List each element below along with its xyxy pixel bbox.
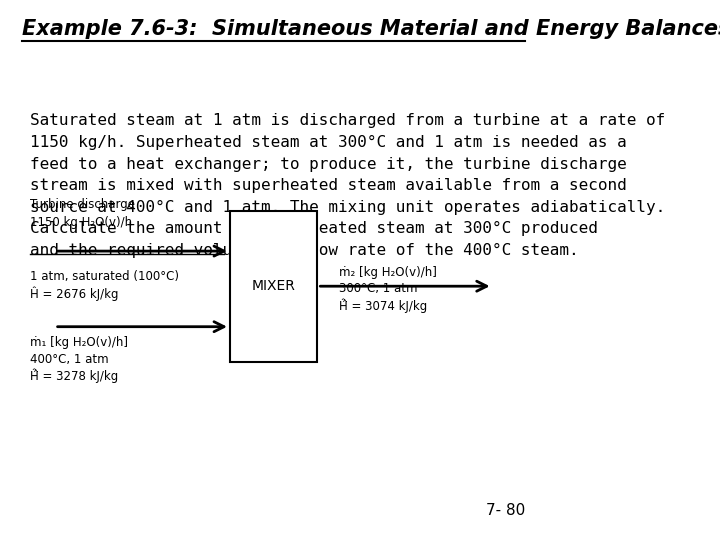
Text: MIXER: MIXER: [252, 279, 296, 293]
Text: 7- 80: 7- 80: [486, 503, 526, 518]
Text: Example 7.6-3:  Simultaneous Material and Energy Balances: Example 7.6-3: Simultaneous Material and…: [22, 19, 720, 39]
Text: Turbine discharge: Turbine discharge: [30, 198, 135, 211]
Text: Saturated steam at 1 atm is discharged from a turbine at a rate of
1150 kg/h. Su: Saturated steam at 1 atm is discharged f…: [30, 113, 665, 258]
Text: ṁ₁ [kg H₂O(v)/h]: ṁ₁ [kg H₂O(v)/h]: [30, 336, 128, 349]
Text: ṁ₂ [kg H₂O(v)/h]: ṁ₂ [kg H₂O(v)/h]: [339, 266, 437, 279]
Text: 400°C, 1 atm: 400°C, 1 atm: [30, 353, 109, 366]
Text: 1150 kg H₂O(v)/h: 1150 kg H₂O(v)/h: [30, 217, 132, 230]
Text: Ĥ = 2676 kJ/kg: Ĥ = 2676 kJ/kg: [30, 286, 119, 301]
Text: 300°C, 1 atm: 300°C, 1 atm: [339, 282, 418, 295]
Text: Ĥ̂ = 3278 kJ/kg: Ĥ̂ = 3278 kJ/kg: [30, 369, 118, 383]
Text: 1 atm, saturated (100°C): 1 atm, saturated (100°C): [30, 270, 179, 283]
Text: Ĥ̂ = 3074 kJ/kg: Ĥ̂ = 3074 kJ/kg: [339, 298, 428, 313]
FancyBboxPatch shape: [230, 211, 318, 362]
